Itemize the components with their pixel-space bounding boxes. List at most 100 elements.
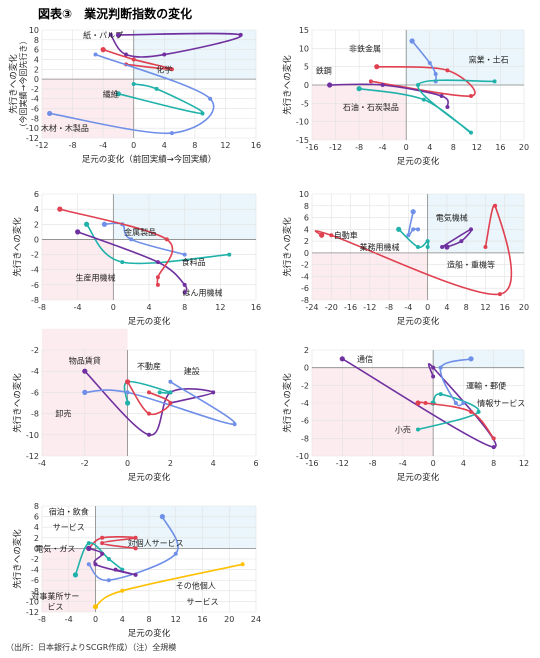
series-label: 情報サービス <box>477 398 525 408</box>
y-axis-label: 先行きへの変化 <box>12 373 23 433</box>
chart-panel-nonmanufacturing-b: -16 -12 -8 -4 0 4 8 12 -10 -8 -6 -4 -2 0 2 足元の変化 先行きへの変化… <box>282 346 529 483</box>
x-axis-label: 足元の変化 <box>397 156 440 167</box>
data-point <box>129 237 134 242</box>
y-tick-label: -6 <box>31 281 39 290</box>
x-tick-label: -4 <box>65 615 73 624</box>
data-point <box>133 546 138 551</box>
y-tick-label: 6 <box>34 46 39 55</box>
x-tick-label: 20 <box>519 143 529 152</box>
y-tick-label: 5 <box>304 63 309 72</box>
data-point <box>374 64 380 70</box>
data-point <box>133 572 138 577</box>
data-point <box>453 401 458 405</box>
data-point <box>469 409 473 414</box>
y-axis-label: 先行きへの変化 <box>282 55 293 115</box>
data-point <box>411 227 416 232</box>
x-tick-label: 12 <box>519 459 529 468</box>
series-label: 自動車 <box>334 230 358 240</box>
chart-panel-manufacturing-materials: -12 -8 -4 0 4 8 12 16-12-10-8-6-4-20246810足元の変化… <box>8 26 261 165</box>
quadrant-upper-right <box>433 350 524 368</box>
data-point <box>182 290 187 295</box>
x-tick-label: -8 <box>385 303 393 312</box>
y-tick-label: 0 <box>304 81 309 90</box>
data-point <box>162 52 167 57</box>
series-label: 非鉄金属 <box>349 43 381 53</box>
x-tick-label: 12 <box>480 303 490 312</box>
x-tick-label: -4 <box>99 141 107 150</box>
data-point <box>168 401 173 405</box>
data-point <box>154 86 159 91</box>
x-tick-label: -8 <box>38 303 46 312</box>
y-tick-label: -8 <box>31 587 39 596</box>
x-tick-label: -16 <box>305 143 318 152</box>
y-tick-label: -4 <box>31 367 39 376</box>
data-point <box>155 282 160 287</box>
data-point <box>469 130 473 135</box>
data-point <box>444 244 450 250</box>
series-line <box>441 228 473 248</box>
series-label: 対個人サービス <box>128 538 184 548</box>
data-point <box>433 72 438 76</box>
data-point <box>82 368 88 374</box>
series-label: 石油・石炭製品 <box>343 102 399 112</box>
y-tick-label: 15 <box>299 26 309 35</box>
data-point <box>100 551 105 556</box>
data-point <box>147 411 151 416</box>
data-point <box>86 545 92 551</box>
series-label: 窯業・土石 <box>469 54 509 64</box>
data-point <box>438 392 443 397</box>
series-line <box>126 381 172 416</box>
data-point <box>125 390 130 395</box>
x-tick-label: -12 <box>35 141 48 150</box>
x-tick-label: 4 <box>162 141 167 150</box>
data-point <box>356 86 362 92</box>
series-label: 電気・ガス <box>35 543 75 553</box>
data-point <box>169 67 174 72</box>
data-point <box>421 97 426 102</box>
data-point <box>431 365 436 370</box>
data-point <box>133 535 138 540</box>
x-axis-label: 足元の変化 <box>397 316 440 327</box>
y-tick-label: 2 <box>304 237 309 246</box>
x-tick-label: 16 <box>500 303 510 312</box>
data-point <box>461 401 466 405</box>
y-tick-label: 4 <box>304 225 309 234</box>
x-tick-label: 12 <box>171 615 181 624</box>
x-tick-label: 8 <box>192 141 197 150</box>
x-tick-label: -20 <box>325 303 338 312</box>
data-point <box>157 390 162 395</box>
y-tick-label: -15 <box>296 136 309 145</box>
data-point <box>106 578 111 583</box>
series-line <box>102 48 173 71</box>
data-point <box>339 356 345 362</box>
data-point <box>93 52 98 57</box>
x-tick-label: 0 <box>404 143 409 152</box>
x-tick-label: -8 <box>355 143 363 152</box>
y-tick-label: -12 <box>26 452 39 461</box>
y-tick-label: -2 <box>31 555 39 564</box>
data-point <box>101 221 108 227</box>
series-line <box>88 516 179 582</box>
y-tick-label: -2 <box>31 85 39 94</box>
x-axis-label: 足元の変化 <box>128 472 171 483</box>
y-tick-label: -4 <box>31 266 39 275</box>
series-line <box>104 222 185 256</box>
x-tick-label: 16 <box>251 303 261 312</box>
data-point <box>120 588 125 593</box>
y-tick-label: -2 <box>31 346 39 355</box>
x-tick-label: 6 <box>253 459 258 468</box>
series-line <box>439 358 472 407</box>
series-label: 造船・重機等 <box>447 260 495 270</box>
data-point <box>368 79 373 84</box>
y-tick-label: -6 <box>31 105 39 114</box>
data-point <box>168 390 173 395</box>
y-tick-label: -6 <box>31 388 39 397</box>
y-axis-label: 先行きへの変化 <box>282 217 293 277</box>
data-point <box>164 237 169 242</box>
data-point <box>86 562 91 567</box>
x-tick-label: -4 <box>404 303 412 312</box>
series-label: 紙・パルプ <box>83 30 123 40</box>
y-axis-label: 先行きへの変化 <box>282 373 293 433</box>
series-label: ビス <box>47 603 63 612</box>
data-point <box>427 61 432 65</box>
